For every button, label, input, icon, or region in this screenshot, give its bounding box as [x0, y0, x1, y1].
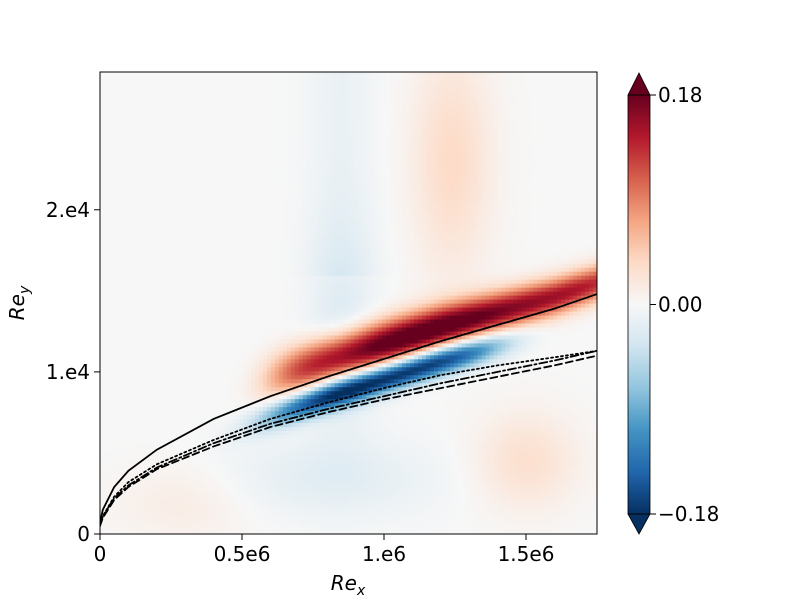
colorbar-extend-max — [627, 72, 651, 96]
colorbar-tick-label: −0.18 — [658, 502, 719, 526]
y-axis-ticks: 0 1.e4 2.e4 — [46, 198, 100, 546]
colorbar: 0.18 0.00 −0.18 — [627, 72, 719, 535]
colorbar-tick-label: 0.18 — [658, 83, 703, 107]
x-tick-label: 1.e6 — [362, 542, 406, 566]
plot-frame — [99, 71, 598, 535]
y-tick-label: 1.e4 — [46, 360, 90, 384]
y-axis-label: Rey — [5, 285, 33, 320]
x-tick-label: 1.5e6 — [498, 542, 555, 566]
x-tick-label: 0.5e6 — [214, 542, 271, 566]
x-tick-label: 0 — [94, 542, 107, 566]
curve-solid — [100, 293, 597, 524]
heatmap-field — [100, 72, 597, 534]
curve-dashdot — [100, 349, 597, 526]
x-axis-ticks: 0 0.5e6 1.e6 1.5e6 — [94, 534, 555, 566]
curve-dotted — [100, 349, 597, 526]
colorbar-tick-label: 0.00 — [658, 293, 703, 317]
colorbar-body — [628, 95, 650, 514]
x-axis-label: Rex — [331, 571, 366, 599]
colorbar-extend-min — [627, 513, 651, 535]
curve-dashed — [100, 354, 597, 527]
y-tick-label: 0 — [77, 522, 90, 546]
curve-group — [100, 293, 597, 527]
colorbar-ticks: 0.18 0.00 −0.18 — [650, 83, 719, 526]
y-tick-label: 2.e4 — [46, 198, 90, 222]
